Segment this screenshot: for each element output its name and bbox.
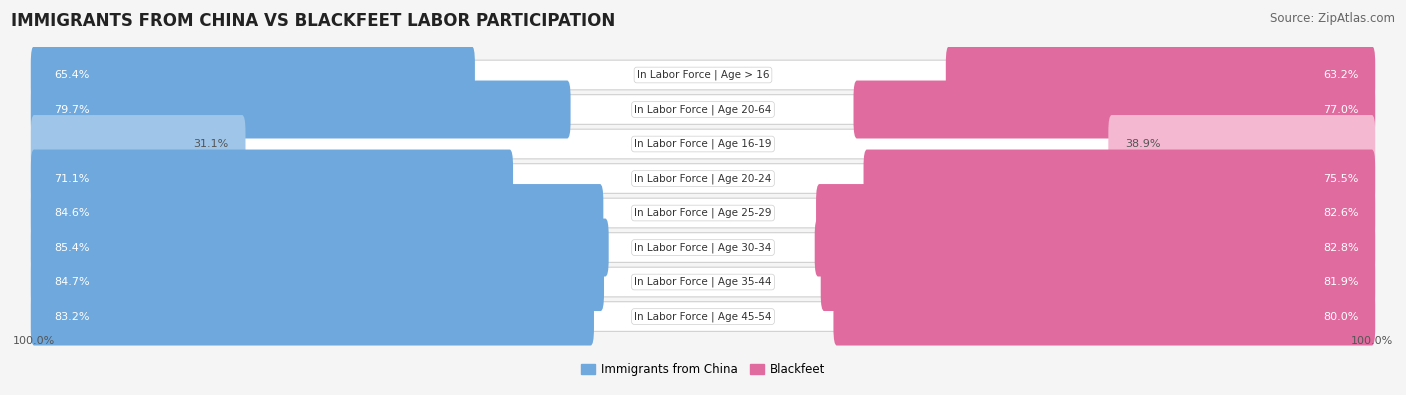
Text: Source: ZipAtlas.com: Source: ZipAtlas.com	[1270, 12, 1395, 25]
FancyBboxPatch shape	[34, 95, 1372, 124]
FancyBboxPatch shape	[853, 81, 1375, 139]
Text: 65.4%: 65.4%	[55, 70, 90, 80]
Text: 82.6%: 82.6%	[1323, 208, 1358, 218]
Text: 80.0%: 80.0%	[1323, 312, 1358, 322]
FancyBboxPatch shape	[34, 60, 1372, 90]
Legend: Immigrants from China, Blackfeet: Immigrants from China, Blackfeet	[576, 358, 830, 381]
Text: 100.0%: 100.0%	[1351, 337, 1393, 346]
Text: In Labor Force | Age 35-44: In Labor Force | Age 35-44	[634, 277, 772, 287]
FancyBboxPatch shape	[821, 253, 1375, 311]
FancyBboxPatch shape	[34, 302, 1372, 331]
FancyBboxPatch shape	[31, 46, 475, 104]
Text: 85.4%: 85.4%	[55, 243, 90, 252]
FancyBboxPatch shape	[31, 150, 513, 207]
Text: 82.8%: 82.8%	[1323, 243, 1358, 252]
FancyBboxPatch shape	[34, 233, 1372, 262]
Text: 71.1%: 71.1%	[55, 173, 90, 184]
FancyBboxPatch shape	[834, 288, 1375, 346]
FancyBboxPatch shape	[946, 46, 1375, 104]
FancyBboxPatch shape	[31, 253, 605, 311]
FancyBboxPatch shape	[31, 81, 571, 139]
Text: 83.2%: 83.2%	[55, 312, 90, 322]
Text: 31.1%: 31.1%	[194, 139, 229, 149]
Text: IMMIGRANTS FROM CHINA VS BLACKFEET LABOR PARTICIPATION: IMMIGRANTS FROM CHINA VS BLACKFEET LABOR…	[11, 12, 616, 30]
Text: In Labor Force | Age 16-19: In Labor Force | Age 16-19	[634, 139, 772, 149]
FancyBboxPatch shape	[815, 184, 1375, 242]
FancyBboxPatch shape	[31, 115, 246, 173]
FancyBboxPatch shape	[31, 218, 609, 276]
Text: In Labor Force | Age 45-54: In Labor Force | Age 45-54	[634, 311, 772, 322]
FancyBboxPatch shape	[34, 164, 1372, 194]
Text: In Labor Force | Age 20-24: In Labor Force | Age 20-24	[634, 173, 772, 184]
Text: 77.0%: 77.0%	[1323, 105, 1358, 115]
Text: 63.2%: 63.2%	[1323, 70, 1358, 80]
FancyBboxPatch shape	[814, 218, 1375, 276]
FancyBboxPatch shape	[34, 198, 1372, 228]
Text: 100.0%: 100.0%	[13, 337, 55, 346]
FancyBboxPatch shape	[31, 184, 603, 242]
Text: 84.6%: 84.6%	[55, 208, 90, 218]
FancyBboxPatch shape	[31, 288, 593, 346]
Text: 75.5%: 75.5%	[1323, 173, 1358, 184]
Text: 79.7%: 79.7%	[55, 105, 90, 115]
Text: In Labor Force | Age 20-64: In Labor Force | Age 20-64	[634, 104, 772, 115]
FancyBboxPatch shape	[34, 129, 1372, 159]
FancyBboxPatch shape	[863, 150, 1375, 207]
FancyBboxPatch shape	[34, 267, 1372, 297]
Text: 81.9%: 81.9%	[1323, 277, 1358, 287]
Text: In Labor Force | Age > 16: In Labor Force | Age > 16	[637, 70, 769, 80]
Text: In Labor Force | Age 30-34: In Labor Force | Age 30-34	[634, 242, 772, 253]
FancyBboxPatch shape	[1108, 115, 1375, 173]
Text: 38.9%: 38.9%	[1125, 139, 1160, 149]
Text: In Labor Force | Age 25-29: In Labor Force | Age 25-29	[634, 208, 772, 218]
Text: 84.7%: 84.7%	[55, 277, 90, 287]
